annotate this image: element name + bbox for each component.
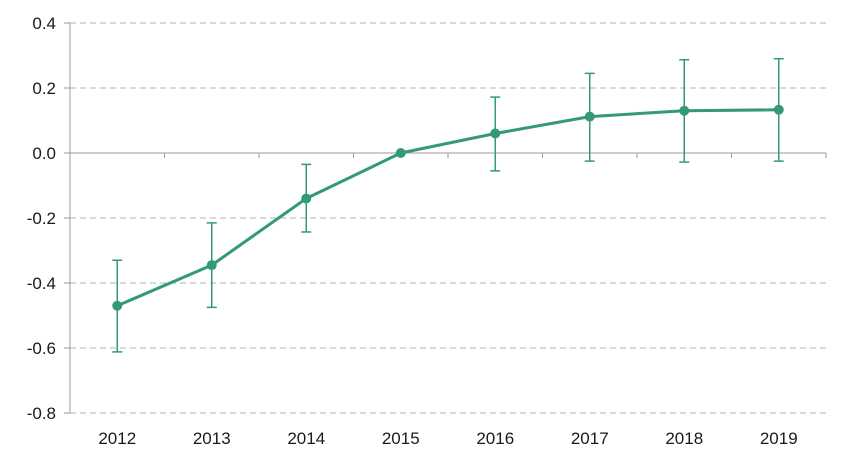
y-tick-label: 0.2 [32,79,56,98]
data-point [112,300,123,311]
x-tick-label: 2019 [760,429,798,448]
error-bars [112,58,784,353]
data-point [679,105,690,116]
data-points [112,104,784,311]
grid-lines [70,22,826,414]
data-point [584,111,595,122]
series-lines [115,108,781,308]
y-tick-labels: -0.8 -0.6 -0.4 -0.2 0.0 0.2 0.4 [27,14,56,423]
x-tick-label: 2012 [98,429,136,448]
x-tick-label: 2017 [571,429,609,448]
x-tick-label: 2018 [665,429,703,448]
data-point [490,128,501,139]
x-tick-label: 2013 [193,429,231,448]
x-tick-labels: 2012 2013 2014 2015 2016 2017 2018 2019 [98,429,797,448]
data-point [395,148,406,158]
x-tick-label: 2016 [476,429,514,448]
y-tick-label: -0.8 [27,404,56,423]
x-tick-label: 2015 [382,429,420,448]
y-tick-label: -0.4 [27,274,56,293]
data-point [301,193,312,204]
y-tick-label: -0.2 [27,209,56,228]
series-line [115,108,781,308]
data-point [206,260,217,271]
y-tick-label: 0.0 [32,144,56,163]
axes [64,22,827,414]
y-tick-label: -0.6 [27,339,56,358]
y-tick-label: 0.4 [32,14,56,33]
x-tick-label: 2014 [287,429,325,448]
data-point [773,104,784,115]
